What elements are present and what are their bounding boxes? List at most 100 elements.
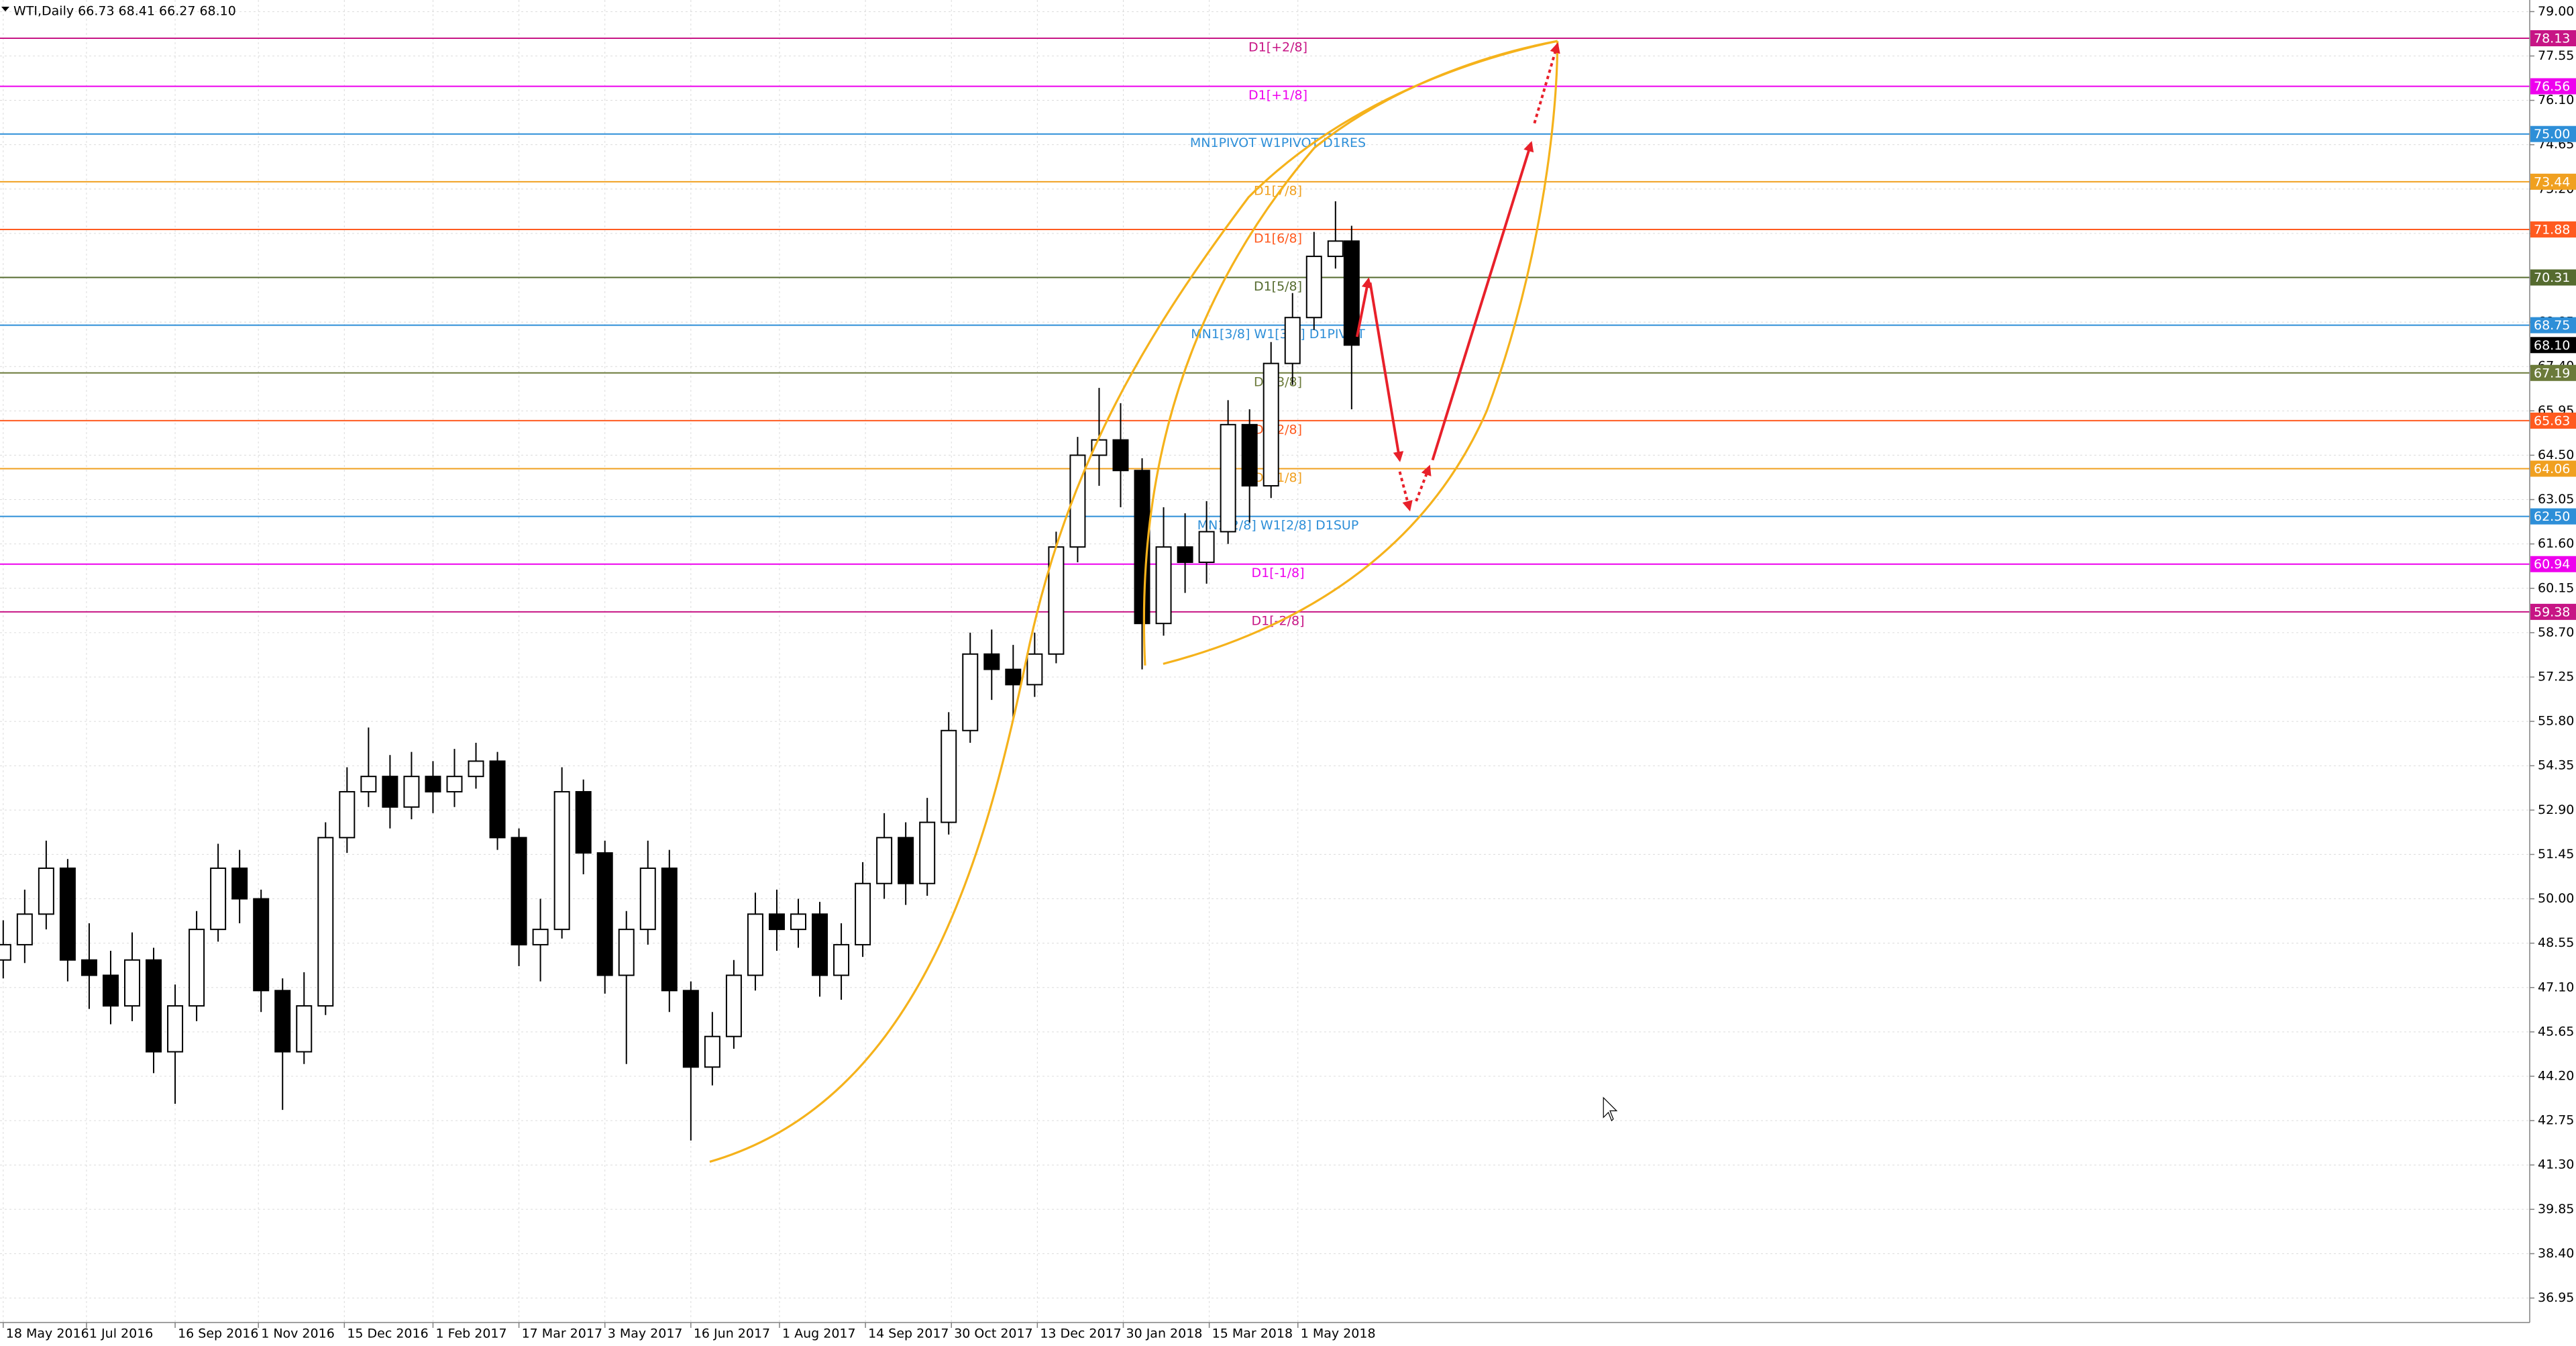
candle-body xyxy=(704,1035,720,1068)
level-label: MN1[3/8] W1[3/8] D1PIVOT xyxy=(1191,327,1365,342)
candle-body xyxy=(123,959,140,1007)
price-tag xyxy=(2530,30,2576,46)
candle-body xyxy=(983,653,1000,670)
level-label: D1[5/8] xyxy=(1254,279,1302,294)
x-tick-label: 1 Nov 2016 xyxy=(261,1327,335,1341)
price-tag-label: 71.88 xyxy=(2534,222,2570,237)
levels-layer: D1[+2/8] D1[+1/8] MN1PIVOT W1PIVOT D1RES D1… xyxy=(0,37,2530,628)
candle-body xyxy=(59,867,76,961)
y-tick-label: 77.55 xyxy=(2538,48,2574,63)
y-tick-label: 63.05 xyxy=(2538,492,2574,507)
arrow xyxy=(1431,141,1534,461)
candle-body xyxy=(274,990,291,1053)
candle-body xyxy=(189,929,205,1007)
x-tick-label: 16 Sep 2016 xyxy=(178,1327,258,1341)
level-label: MN1[2/8] W1[2/8] D1SUP xyxy=(1197,518,1359,533)
level-label: D1[+1/8] xyxy=(1248,88,1307,103)
price-tag-label: 73.44 xyxy=(2534,174,2570,189)
y-tick-label: 42.75 xyxy=(2538,1113,2574,1128)
candle-body xyxy=(1305,256,1322,319)
price-tag xyxy=(2530,508,2576,525)
candle-body xyxy=(833,943,850,976)
y-tick-label: 48.55 xyxy=(2538,935,2574,950)
y-tick-label: 79.00 xyxy=(2538,4,2574,19)
candle-body xyxy=(962,653,979,731)
candle-body xyxy=(596,852,613,976)
x-tick-label: 15 Dec 2016 xyxy=(347,1327,428,1341)
price-tag-label: 70.31 xyxy=(2534,270,2570,285)
candle-body xyxy=(618,929,635,976)
price-tag xyxy=(2530,317,2576,333)
candle-body xyxy=(80,959,97,976)
y-tick-label: 54.35 xyxy=(2538,758,2574,773)
candle-body xyxy=(812,913,828,976)
candle-body xyxy=(1005,668,1022,686)
x-tick-label: 3 May 2017 xyxy=(608,1327,683,1341)
price-tag xyxy=(2530,556,2576,572)
price-tag xyxy=(2530,173,2576,190)
candle-body xyxy=(446,776,463,792)
y-tick-label: 50.00 xyxy=(2538,891,2574,906)
price-tag-label: 59.38 xyxy=(2534,605,2570,619)
y-tick-label: 60.15 xyxy=(2538,580,2574,595)
x-tick-label: 1 Jul 2016 xyxy=(89,1327,153,1341)
candle-body xyxy=(661,867,678,992)
level-label: MN1PIVOT W1PIVOT D1RES xyxy=(1190,136,1366,150)
level-label: D1[+2/8] xyxy=(1248,40,1307,54)
price-tag-label: 62.50 xyxy=(2534,509,2570,524)
x-tick-label: 18 May 2016 xyxy=(6,1327,89,1341)
candle-body xyxy=(575,790,592,854)
level-label: D1[-2/8] xyxy=(1252,613,1305,628)
candle-body xyxy=(339,790,356,839)
x-tick-label: 14 Sep 2017 xyxy=(868,1327,949,1341)
y-tick-label: 57.25 xyxy=(2538,669,2574,684)
candle-body xyxy=(468,760,484,778)
y-tick-label: 58.70 xyxy=(2538,625,2574,639)
price-tag xyxy=(2530,460,2576,477)
y-tick-label: 51.45 xyxy=(2538,847,2574,862)
y-tick-label: 47.10 xyxy=(2538,980,2574,994)
candle-body xyxy=(682,990,699,1068)
candle-body xyxy=(919,821,936,884)
price-tag xyxy=(2530,603,2576,620)
price-tag-label: 65.63 xyxy=(2534,413,2570,428)
price-tag-label: 60.94 xyxy=(2534,557,2570,572)
candle-body xyxy=(210,867,227,931)
price-tag-label: 75.00 xyxy=(2534,127,2570,142)
candle-body xyxy=(1220,423,1236,533)
candle-body xyxy=(146,959,162,1053)
price-tag-label: 76.56 xyxy=(2534,79,2570,94)
candle-body xyxy=(1155,546,1172,625)
y-tick-label: 41.30 xyxy=(2538,1157,2574,1172)
candle-body xyxy=(768,913,785,931)
candle-body xyxy=(16,913,33,945)
current-price-label: 68.10 xyxy=(2534,338,2570,353)
level-label: D1[-1/8] xyxy=(1252,566,1305,580)
mouse-cursor xyxy=(1603,1096,1618,1122)
candles-layer xyxy=(0,201,1360,1141)
y-tick-label: 45.65 xyxy=(2538,1024,2574,1039)
trend-curve xyxy=(1163,41,1559,665)
y-tick-label: 44.20 xyxy=(2538,1068,2574,1083)
candle-body xyxy=(1284,317,1301,364)
current-price-tag xyxy=(2530,337,2576,354)
trend-curve xyxy=(1142,40,1558,666)
candle-body xyxy=(382,776,398,808)
y-tick-label: 36.95 xyxy=(2538,1290,2574,1305)
candle-body xyxy=(553,790,570,931)
y-tick-label: 38.40 xyxy=(2538,1246,2574,1261)
price-tag-label: 78.13 xyxy=(2534,31,2570,46)
candle-body xyxy=(855,882,871,945)
arrow xyxy=(1355,277,1373,338)
price-tag xyxy=(2530,221,2576,238)
menu-arrow[interactable] xyxy=(1,7,9,11)
x-tick-label: 15 Mar 2018 xyxy=(1212,1327,1293,1341)
candle-body xyxy=(167,1005,184,1053)
y-tick-label: 52.90 xyxy=(2538,803,2574,817)
price-tag xyxy=(2530,78,2576,95)
y-tick-label: 61.60 xyxy=(2538,536,2574,551)
x-tick-label: 30 Jan 2018 xyxy=(1126,1327,1202,1341)
y-tick-label: 64.50 xyxy=(2538,448,2574,462)
